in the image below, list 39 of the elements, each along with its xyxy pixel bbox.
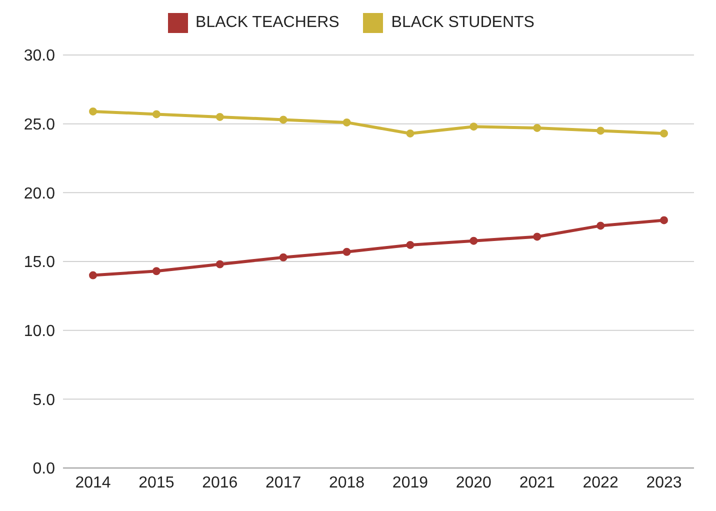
- point: [596, 222, 605, 230]
- point: [596, 126, 605, 135]
- point: [406, 129, 414, 138]
- y-tick-label: 10.0: [24, 323, 56, 340]
- x-tick-label: 2014: [75, 474, 111, 492]
- point: [660, 129, 668, 138]
- point: [470, 236, 478, 245]
- point: [279, 253, 288, 262]
- point: [533, 124, 542, 132]
- x-tick-label: 2022: [582, 474, 618, 492]
- point: [279, 116, 288, 124]
- x-tick-label: 2019: [392, 474, 428, 492]
- x-tick-label: 2023: [646, 474, 682, 492]
- point: [342, 118, 351, 126]
- x-tick-label: 2016: [202, 474, 238, 492]
- point: [470, 122, 478, 131]
- point: [152, 110, 160, 118]
- point: [342, 248, 351, 256]
- point: [660, 216, 668, 224]
- y-tick-label: 30.0: [24, 48, 56, 65]
- y-tick-label: 0.0: [32, 460, 56, 478]
- y-tick-label: 20.0: [24, 185, 56, 202]
- point: [152, 267, 160, 276]
- point: [406, 240, 414, 249]
- point: [89, 107, 97, 116]
- y-tick-label: 15.0: [24, 254, 56, 272]
- point: [89, 271, 97, 280]
- x-tick-label: 2020: [456, 474, 492, 492]
- point: [533, 232, 542, 241]
- x-tick-label: 2017: [266, 474, 302, 492]
- legend-label: BLACK STUDENTS: [390, 13, 534, 33]
- y-tick-label: 5.0: [32, 392, 56, 409]
- x-tick-label: 2015: [138, 474, 174, 492]
- point: [216, 112, 224, 121]
- legend-label: BLACK TEACHERS: [194, 13, 340, 33]
- point: [216, 260, 224, 268]
- x-tick-label: 2018: [328, 474, 365, 492]
- y-tick-label: 25.0: [24, 116, 56, 134]
- x-tick-label: 2021: [519, 474, 556, 492]
